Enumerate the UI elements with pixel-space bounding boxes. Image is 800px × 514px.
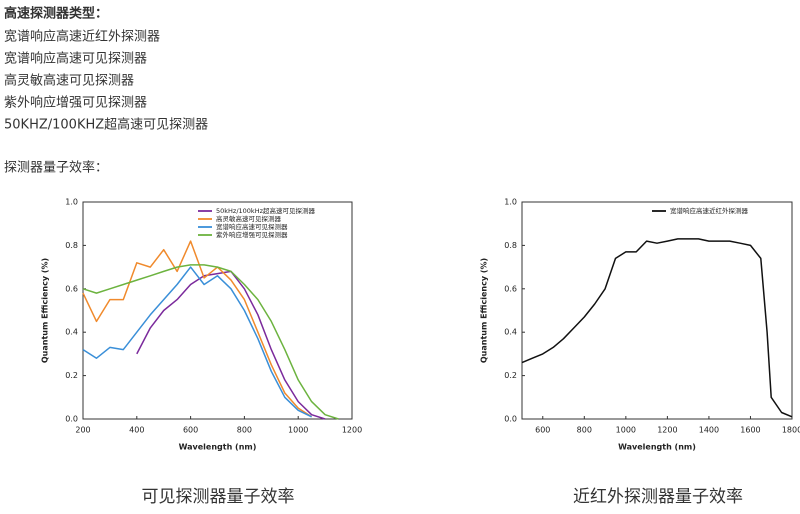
x-tick-label: 800 [237, 426, 252, 435]
item: 宽谱响应高速近红外探测器 [4, 29, 160, 45]
y-tick-label: 0.2 [504, 371, 517, 380]
plot-frame [82, 201, 353, 420]
x-tick-label: 1200 [657, 426, 677, 435]
legend-label: 宽谱响应高速近红外探测器 [670, 206, 749, 215]
y-tick-label: 0.6 [504, 284, 517, 293]
y-tick-label: 1.0 [65, 198, 78, 207]
x-tick-label: 1600 [740, 426, 760, 435]
subheading: 探测器量子效率： [4, 160, 108, 176]
x-tick-label: 1400 [699, 426, 719, 435]
legend-label: 50kHz/100kHz超高速可见探测器 [216, 206, 315, 215]
series-line [82, 240, 313, 418]
item: 宽谱响应高速可见探测器 [4, 51, 147, 67]
x-tick-label: 400 [129, 426, 144, 435]
series-line [521, 238, 793, 418]
x-tick-label: 800 [577, 426, 592, 435]
x-tick-label: 600 [183, 426, 198, 435]
y-tick-label: 0.8 [65, 241, 78, 250]
x-tick-label: 1200 [342, 426, 362, 435]
legend-label: 紫外响应增强可见探测器 [216, 230, 288, 239]
heading: 高速探测器类型： [4, 6, 108, 22]
chart-caption: 近红外探测器量子效率 [573, 487, 743, 507]
legend-label: 宽谱响应高速可见探测器 [216, 222, 288, 231]
x-tick-label: 1800 [782, 426, 800, 435]
y-tick-label: 0.0 [504, 415, 517, 424]
y-tick-label: 0.6 [65, 284, 78, 293]
plot-frame [521, 201, 793, 420]
series-line [136, 270, 326, 420]
x-tick-label: 1000 [288, 426, 308, 435]
y-axis-label: Quantum Efficiency (%) [41, 258, 50, 363]
y-tick-label: 0.8 [504, 241, 517, 250]
item: 紫外响应增强可见探测器 [4, 95, 147, 111]
item: 50KHZ/100KHZ超高速可见探测器 [4, 117, 208, 133]
y-tick-label: 0.0 [65, 415, 78, 424]
y-tick-label: 0.4 [65, 328, 78, 337]
series-line [82, 264, 339, 420]
legend-label: 高灵敏高速可见探测器 [216, 214, 282, 223]
y-tick-label: 1.0 [504, 198, 517, 207]
item: 高灵敏高速可见探测器 [4, 73, 134, 89]
x-axis-label: Wavelength (nm) [618, 443, 696, 452]
x-tick-label: 1000 [616, 426, 636, 435]
x-axis-label: Wavelength (nm) [179, 443, 257, 452]
chart-caption: 可见探测器量子效率 [142, 487, 295, 507]
series-line [82, 266, 312, 418]
x-tick-label: 200 [75, 426, 90, 435]
x-tick-label: 600 [535, 426, 550, 435]
y-axis-label: Quantum Efficiency (%) [480, 258, 489, 363]
y-tick-label: 0.2 [65, 371, 78, 380]
y-tick-label: 0.4 [504, 328, 517, 337]
